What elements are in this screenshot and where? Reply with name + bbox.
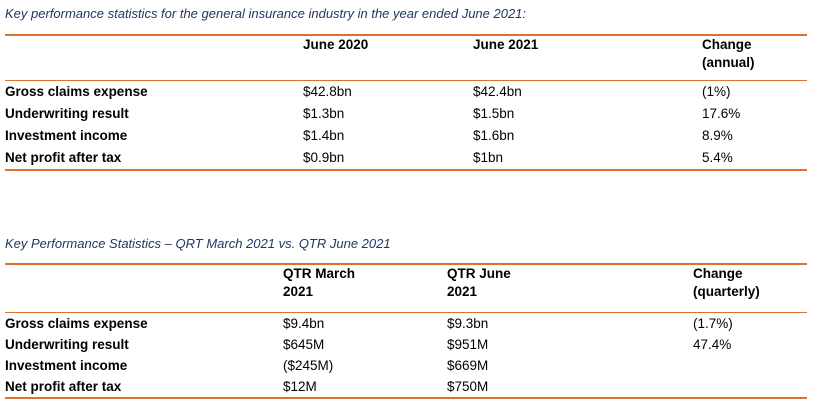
cell-value: $1.4bn: [303, 128, 345, 143]
cell-value: $1.3bn: [303, 106, 345, 121]
table-header: June 2020 June 2021 Change (annual): [5, 36, 807, 80]
row-label: Investment income: [5, 358, 128, 373]
header-change: Change (quarterly): [693, 265, 760, 301]
cell-value: $9.3bn: [447, 316, 489, 331]
cell-value: $1.6bn: [473, 128, 515, 143]
cell-value: $645M: [283, 337, 325, 352]
cell-value: ($245M): [283, 358, 334, 373]
row-label: Net profit after tax: [5, 150, 122, 165]
bottom-rule: [5, 169, 807, 171]
table-row: Underwriting result $645M $951M 47.4%: [5, 334, 807, 355]
top-rule: [5, 263, 807, 265]
cell-value: $42.8bn: [303, 84, 352, 99]
table-row: Investment income ($245M) $669M: [5, 355, 807, 376]
cell-value: $669M: [447, 358, 489, 373]
top-rule: [5, 34, 807, 36]
row-label: Underwriting result: [5, 106, 129, 121]
annual-stats-table: June 2020 June 2021 Change (annual) Gros…: [5, 34, 807, 171]
table-row: Investment income $1.4bn $1.6bn 8.9%: [5, 125, 807, 147]
cell-value: $1bn: [473, 150, 504, 165]
header-change-line1: Change: [702, 37, 752, 52]
bottom-rule: [5, 397, 807, 399]
cell-value: (1%): [702, 84, 731, 99]
table1-caption: Key performance statistics for the gener…: [5, 6, 527, 21]
header-qtr-june: QTR June 2021: [447, 265, 511, 301]
header-june-2021: June 2021: [473, 37, 539, 52]
table2-caption: Key Performance Statistics – QRT March 2…: [5, 236, 391, 251]
quarterly-stats-table: QTR March 2021 QTR June 2021 Change (qua…: [5, 263, 807, 399]
row-label: Gross claims expense: [5, 316, 148, 331]
header-qtr-march-line2: 2021: [283, 284, 314, 299]
cell-value: $42.4bn: [473, 84, 522, 99]
header-qtr-march-line1: QTR March: [283, 266, 356, 281]
cell-value: 8.9%: [702, 128, 733, 143]
table-row: Underwriting result $1.3bn $1.5bn 17.6%: [5, 103, 807, 125]
cell-value: $0.9bn: [303, 150, 345, 165]
header-qtr-june-line1: QTR June: [447, 266, 511, 281]
header-change-line1: Change: [693, 266, 743, 281]
row-label: Underwriting result: [5, 337, 129, 352]
header-june-2020: June 2020: [303, 37, 369, 52]
header-qtr-june-line2: 2021: [447, 284, 478, 299]
table-row: Gross claims expense $42.8bn $42.4bn (1%…: [5, 81, 807, 103]
cell-value: $9.4bn: [283, 316, 325, 331]
cell-value: (1.7%): [693, 316, 733, 331]
table-row: Net profit after tax $12M $750M: [5, 376, 807, 397]
header-change-line2: (quarterly): [693, 284, 760, 299]
table-row: Gross claims expense $9.4bn $9.3bn (1.7%…: [5, 313, 807, 334]
cell-value: $12M: [283, 379, 317, 394]
table-row: Net profit after tax $0.9bn $1bn 5.4%: [5, 147, 807, 169]
row-label: Gross claims expense: [5, 84, 148, 99]
header-rule: [5, 312, 807, 313]
header-change-line2: (annual): [702, 55, 755, 70]
header-change: Change (annual): [702, 36, 755, 72]
cell-value: 47.4%: [693, 337, 732, 352]
row-label: Net profit after tax: [5, 379, 122, 394]
header-rule: [5, 80, 807, 81]
cell-value: 17.6%: [702, 106, 741, 121]
table-header: QTR March 2021 QTR June 2021 Change (qua…: [5, 265, 807, 312]
row-label: Investment income: [5, 128, 128, 143]
cell-value: $1.5bn: [473, 106, 515, 121]
cell-value: 5.4%: [702, 150, 733, 165]
cell-value: $951M: [447, 337, 489, 352]
cell-value: $750M: [447, 379, 489, 394]
header-qtr-march: QTR March 2021: [283, 265, 355, 301]
